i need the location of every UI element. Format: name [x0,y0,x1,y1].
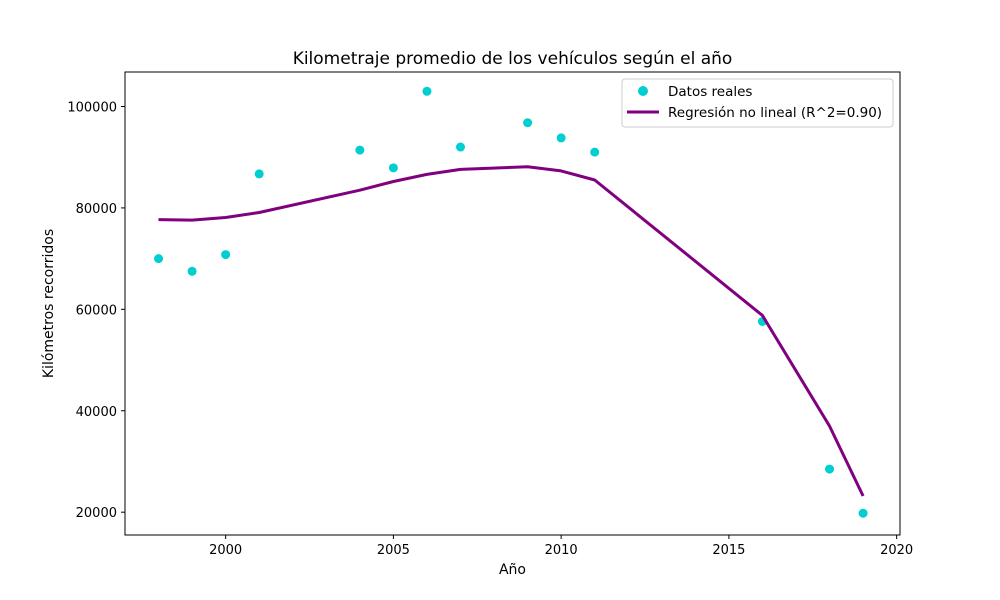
x-axis: 2000 2005 2010 2015 2020 [209,535,913,558]
regression-line [158,165,865,497]
y-tick-label: 20000 [76,506,117,521]
x-tick-label: 2010 [545,543,578,558]
y-tick-label: 100000 [67,100,117,115]
data-point [187,266,197,276]
data-point [254,169,264,179]
y-tick-label: 60000 [76,303,117,318]
y-axis-label: Kilómetros recorridos [41,229,57,378]
y-tick-label: 40000 [76,405,117,420]
chart-title: Kilometraje promedio de los vehículos se… [293,49,733,69]
x-tick-label: 2015 [712,543,745,558]
legend-label-datos-reales: Datos reales [668,84,752,100]
x-tick-label: 2005 [377,543,410,558]
data-point [422,86,432,96]
data-point [825,464,835,474]
data-point [523,118,533,128]
legend: Datos reales Regresión no lineal (R^2=0.… [621,78,894,128]
data-point [556,133,566,143]
x-tick-label: 2020 [880,543,913,558]
y-axis: 20000 40000 60000 80000 100000 [67,100,125,521]
x-tick-label: 2000 [209,543,242,558]
data-point [858,508,868,518]
axes-frame [124,71,901,536]
data-point [221,250,231,260]
legend-label-regresion: Regresión no lineal (R^2=0.90) [668,105,882,121]
data-point [388,163,398,173]
legend-box [621,78,894,128]
data-point [154,254,164,264]
legend-marker-datos-reales [638,86,648,96]
data-point [455,142,465,152]
data-point [355,145,365,155]
x-axis-label: Año [499,562,526,578]
plot-area [154,86,868,518]
y-tick-label: 80000 [76,202,117,217]
data-point [590,147,600,157]
